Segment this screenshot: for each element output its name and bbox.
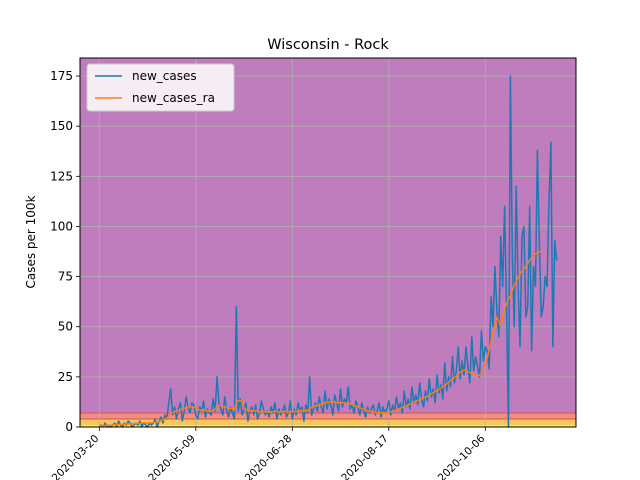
y-tick-label-5: 125 — [50, 169, 73, 183]
y-axis-label: Cases per 100k — [24, 195, 38, 288]
x-axis: 2020-03-20 2020-05-09 2020-06-28 2020-08-17… — [50, 427, 488, 480]
legend-label-new-cases-ra: new_cases_ra — [132, 91, 215, 105]
legend: new_cases new_cases_ra — [87, 64, 234, 111]
legend-label-new-cases: new_cases — [132, 69, 197, 83]
y-tick-label-2: 50 — [58, 320, 73, 334]
x-tick-label-1: 2020-05-09 — [146, 433, 198, 480]
y-tick-label-6: 150 — [50, 119, 73, 133]
x-tick-label-2: 2020-06-28 — [243, 433, 295, 480]
x-tick-label-0: 2020-03-20 — [50, 433, 102, 480]
x-tick-label-3: 2020-08-17 — [339, 433, 391, 480]
y-tick-label-3: 75 — [58, 270, 73, 284]
y-axis: 0 25 50 75 100 125 150 175 — [50, 69, 80, 434]
y-tick-label-7: 175 — [50, 69, 73, 83]
y-tick-label-1: 25 — [58, 370, 73, 384]
x-tick-label-4: 2020-10-06 — [436, 432, 488, 480]
band-2 — [80, 413, 576, 419]
y-tick-label-0: 0 — [65, 420, 73, 434]
y-tick-label-4: 100 — [50, 219, 73, 233]
chart-title: Wisconsin - Rock — [267, 37, 389, 53]
